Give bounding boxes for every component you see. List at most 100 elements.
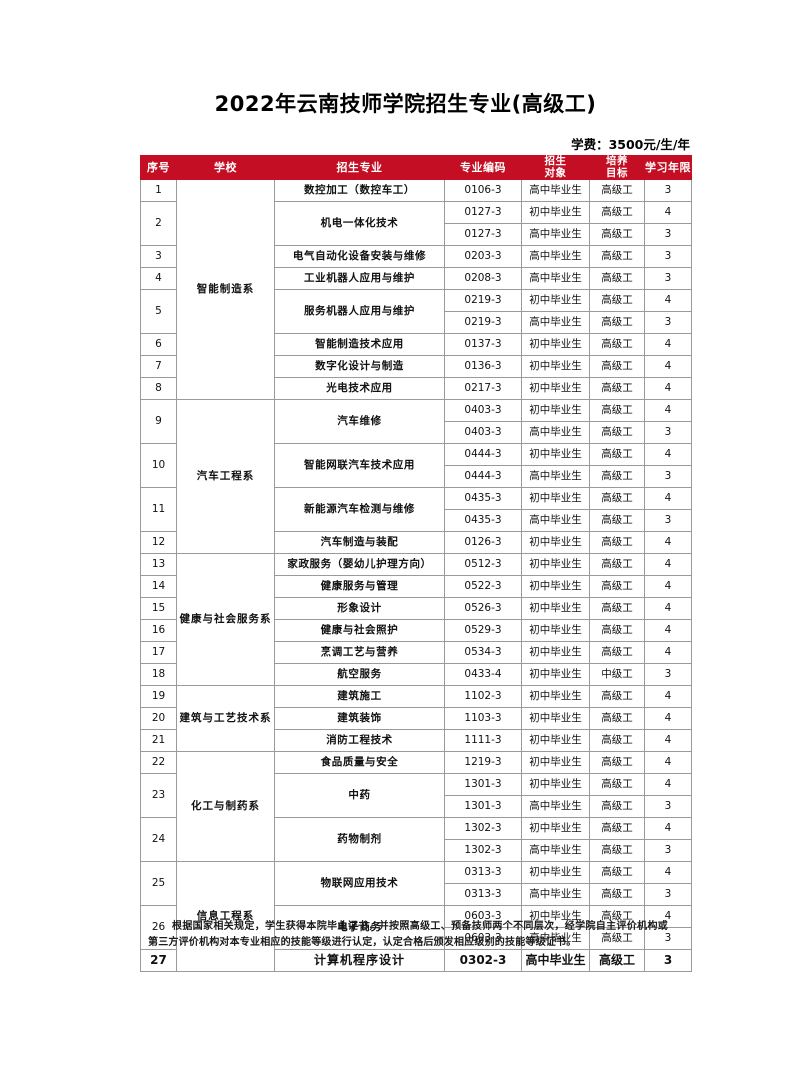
cell-years: 4 <box>644 707 692 730</box>
cell-index: 1 <box>140 179 177 202</box>
cell-goal: 高级工 <box>589 575 645 598</box>
cell-index: 18 <box>140 663 177 686</box>
cell-code: 1302-3 <box>444 839 522 862</box>
cell-goal: 高级工 <box>589 707 645 730</box>
column-header-school: 学校 <box>176 155 275 180</box>
cell-code: 0126-3 <box>444 531 522 554</box>
cell-goal: 高级工 <box>589 487 645 510</box>
cell-target: 初中毕业生 <box>521 905 590 928</box>
cell-major: 烹调工艺与营养 <box>274 641 445 664</box>
cell-code: 0603-3 <box>444 905 522 928</box>
cell-goal: 高级工 <box>589 949 645 972</box>
cell-code: 0444-3 <box>444 443 522 466</box>
cell-goal: 高级工 <box>589 333 645 356</box>
cell-major: 形象设计 <box>274 597 445 620</box>
table-row: 14 健康服务与管理 0522-3 初中毕业生 高级工 4 <box>140 575 692 598</box>
cell-years: 3 <box>644 421 692 444</box>
cell-years: 4 <box>644 487 692 510</box>
cell-index: 8 <box>140 377 177 400</box>
cell-code: 0208-3 <box>444 267 522 290</box>
cell-goal: 高级工 <box>589 597 645 620</box>
cell-target: 高中毕业生 <box>521 421 590 444</box>
table-row: 24 药物制剂 1302-3 初中毕业生 高级工 4 <box>140 817 692 862</box>
cell-code: 0219-3 <box>444 311 522 334</box>
cell-target: 高中毕业生 <box>521 465 590 488</box>
cell-target: 高中毕业生 <box>521 509 590 532</box>
cell-years: 4 <box>644 575 692 598</box>
cell-years: 3 <box>644 245 692 268</box>
cell-code: 0219-3 <box>444 289 522 312</box>
cell-major: 家政服务（婴幼儿护理方向） <box>274 553 445 576</box>
cell-goal: 高级工 <box>589 685 645 708</box>
cell-major: 药物制剂 <box>274 817 445 862</box>
cell-code: 0403-3 <box>444 421 522 444</box>
cell-major: 工业机器人应用与维护 <box>274 267 445 290</box>
cell-code: 0137-3 <box>444 333 522 356</box>
cell-target: 高中毕业生 <box>521 795 590 818</box>
cell-goal: 高级工 <box>589 883 645 906</box>
cell-index: 16 <box>140 619 177 642</box>
table-row: 0219-3 高中毕业生 高级工 3 <box>141 311 692 334</box>
table-row: 12 汽车制造与装配 0126-3 初中毕业生 高级工 4 <box>140 531 692 554</box>
cell-goal: 高级工 <box>589 399 645 422</box>
cell-years: 3 <box>644 223 692 246</box>
cell-code: 0127-3 <box>444 223 522 246</box>
cell-department: 化工与制药系 <box>176 751 275 862</box>
table-row: 10 智能网联汽车技术应用 0444-3 初中毕业生 高级工 4 <box>140 443 692 488</box>
cell-years: 4 <box>644 641 692 664</box>
cell-major: 光电技术应用 <box>274 377 445 400</box>
table-row: 18 航空服务 0433-4 初中毕业生 中级工 3 <box>140 663 692 686</box>
cell-goal: 高级工 <box>589 531 645 554</box>
cell-goal: 高级工 <box>589 267 645 290</box>
cell-goal: 高级工 <box>589 619 645 642</box>
cell-index: 24 <box>140 817 177 862</box>
table-row: 9 汽车工程系 汽车维修 0403-3 初中毕业生 高级工 4 <box>140 399 692 554</box>
cell-major: 汽车维修 <box>274 399 445 444</box>
table-row: 15 形象设计 0526-3 初中毕业生 高级工 4 <box>140 597 692 620</box>
table-row: 20 建筑装饰 1103-3 初中毕业生 高级工 4 <box>140 707 692 730</box>
cell-index: 20 <box>140 707 177 730</box>
cell-major: 服务机器人应用与维护 <box>274 289 445 334</box>
cell-major: 中药 <box>274 773 445 818</box>
cell-index: 9 <box>140 399 177 444</box>
cell-target: 初中毕业生 <box>521 773 590 796</box>
cell-index: 3 <box>140 245 177 268</box>
table-row: 0603-3 高中毕业生 高级工 3 <box>141 927 692 950</box>
cell-major: 建筑施工 <box>274 685 445 708</box>
cell-goal: 高级工 <box>589 905 645 928</box>
cell-years: 3 <box>644 311 692 334</box>
cell-target: 初中毕业生 <box>521 641 590 664</box>
cell-code: 1301-3 <box>444 773 522 796</box>
cell-goal: 高级工 <box>589 795 645 818</box>
cell-target: 初中毕业生 <box>521 685 590 708</box>
cell-goal: 高级工 <box>589 443 645 466</box>
table-row: 26 电子商务 0603-3 初中毕业生 高级工 4 <box>140 905 692 950</box>
cell-index: 19 <box>140 685 177 708</box>
cell-department: 建筑与工艺技术系 <box>176 685 275 752</box>
cell-code: 1301-3 <box>444 795 522 818</box>
table-row: 7 数字化设计与制造 0136-3 初中毕业生 高级工 4 <box>140 355 692 378</box>
cell-target: 初中毕业生 <box>521 487 590 510</box>
table-row: 25 信息工程系 物联网应用技术 0313-3 初中毕业生 高级工 4 <box>140 861 692 972</box>
column-header-years: 学习年限 <box>644 155 692 180</box>
cell-years: 4 <box>644 399 692 422</box>
cell-index: 23 <box>140 773 177 818</box>
cell-major: 计算机程序设计 <box>274 949 445 972</box>
cell-target: 初中毕业生 <box>521 377 590 400</box>
cell-code: 0127-3 <box>444 201 522 224</box>
cell-goal: 高级工 <box>589 817 645 840</box>
cell-target: 高中毕业生 <box>521 949 590 972</box>
cell-years: 3 <box>644 949 692 972</box>
cell-major: 建筑装饰 <box>274 707 445 730</box>
table-row: 1302-3 高中毕业生 高级工 3 <box>141 839 692 862</box>
table-row: 0403-3 高中毕业生 高级工 3 <box>141 421 692 444</box>
cell-years: 4 <box>644 751 692 774</box>
cell-major: 数控加工（数控车工） <box>274 179 445 202</box>
table-row: 0127-3 高中毕业生 高级工 3 <box>141 223 692 246</box>
cell-target: 初中毕业生 <box>521 355 590 378</box>
cell-target: 初中毕业生 <box>521 333 590 356</box>
cell-code: 0529-3 <box>444 619 522 642</box>
table-row: 5 服务机器人应用与维护 0219-3 初中毕业生 高级工 4 <box>140 289 692 334</box>
cell-major: 食品质量与安全 <box>274 751 445 774</box>
